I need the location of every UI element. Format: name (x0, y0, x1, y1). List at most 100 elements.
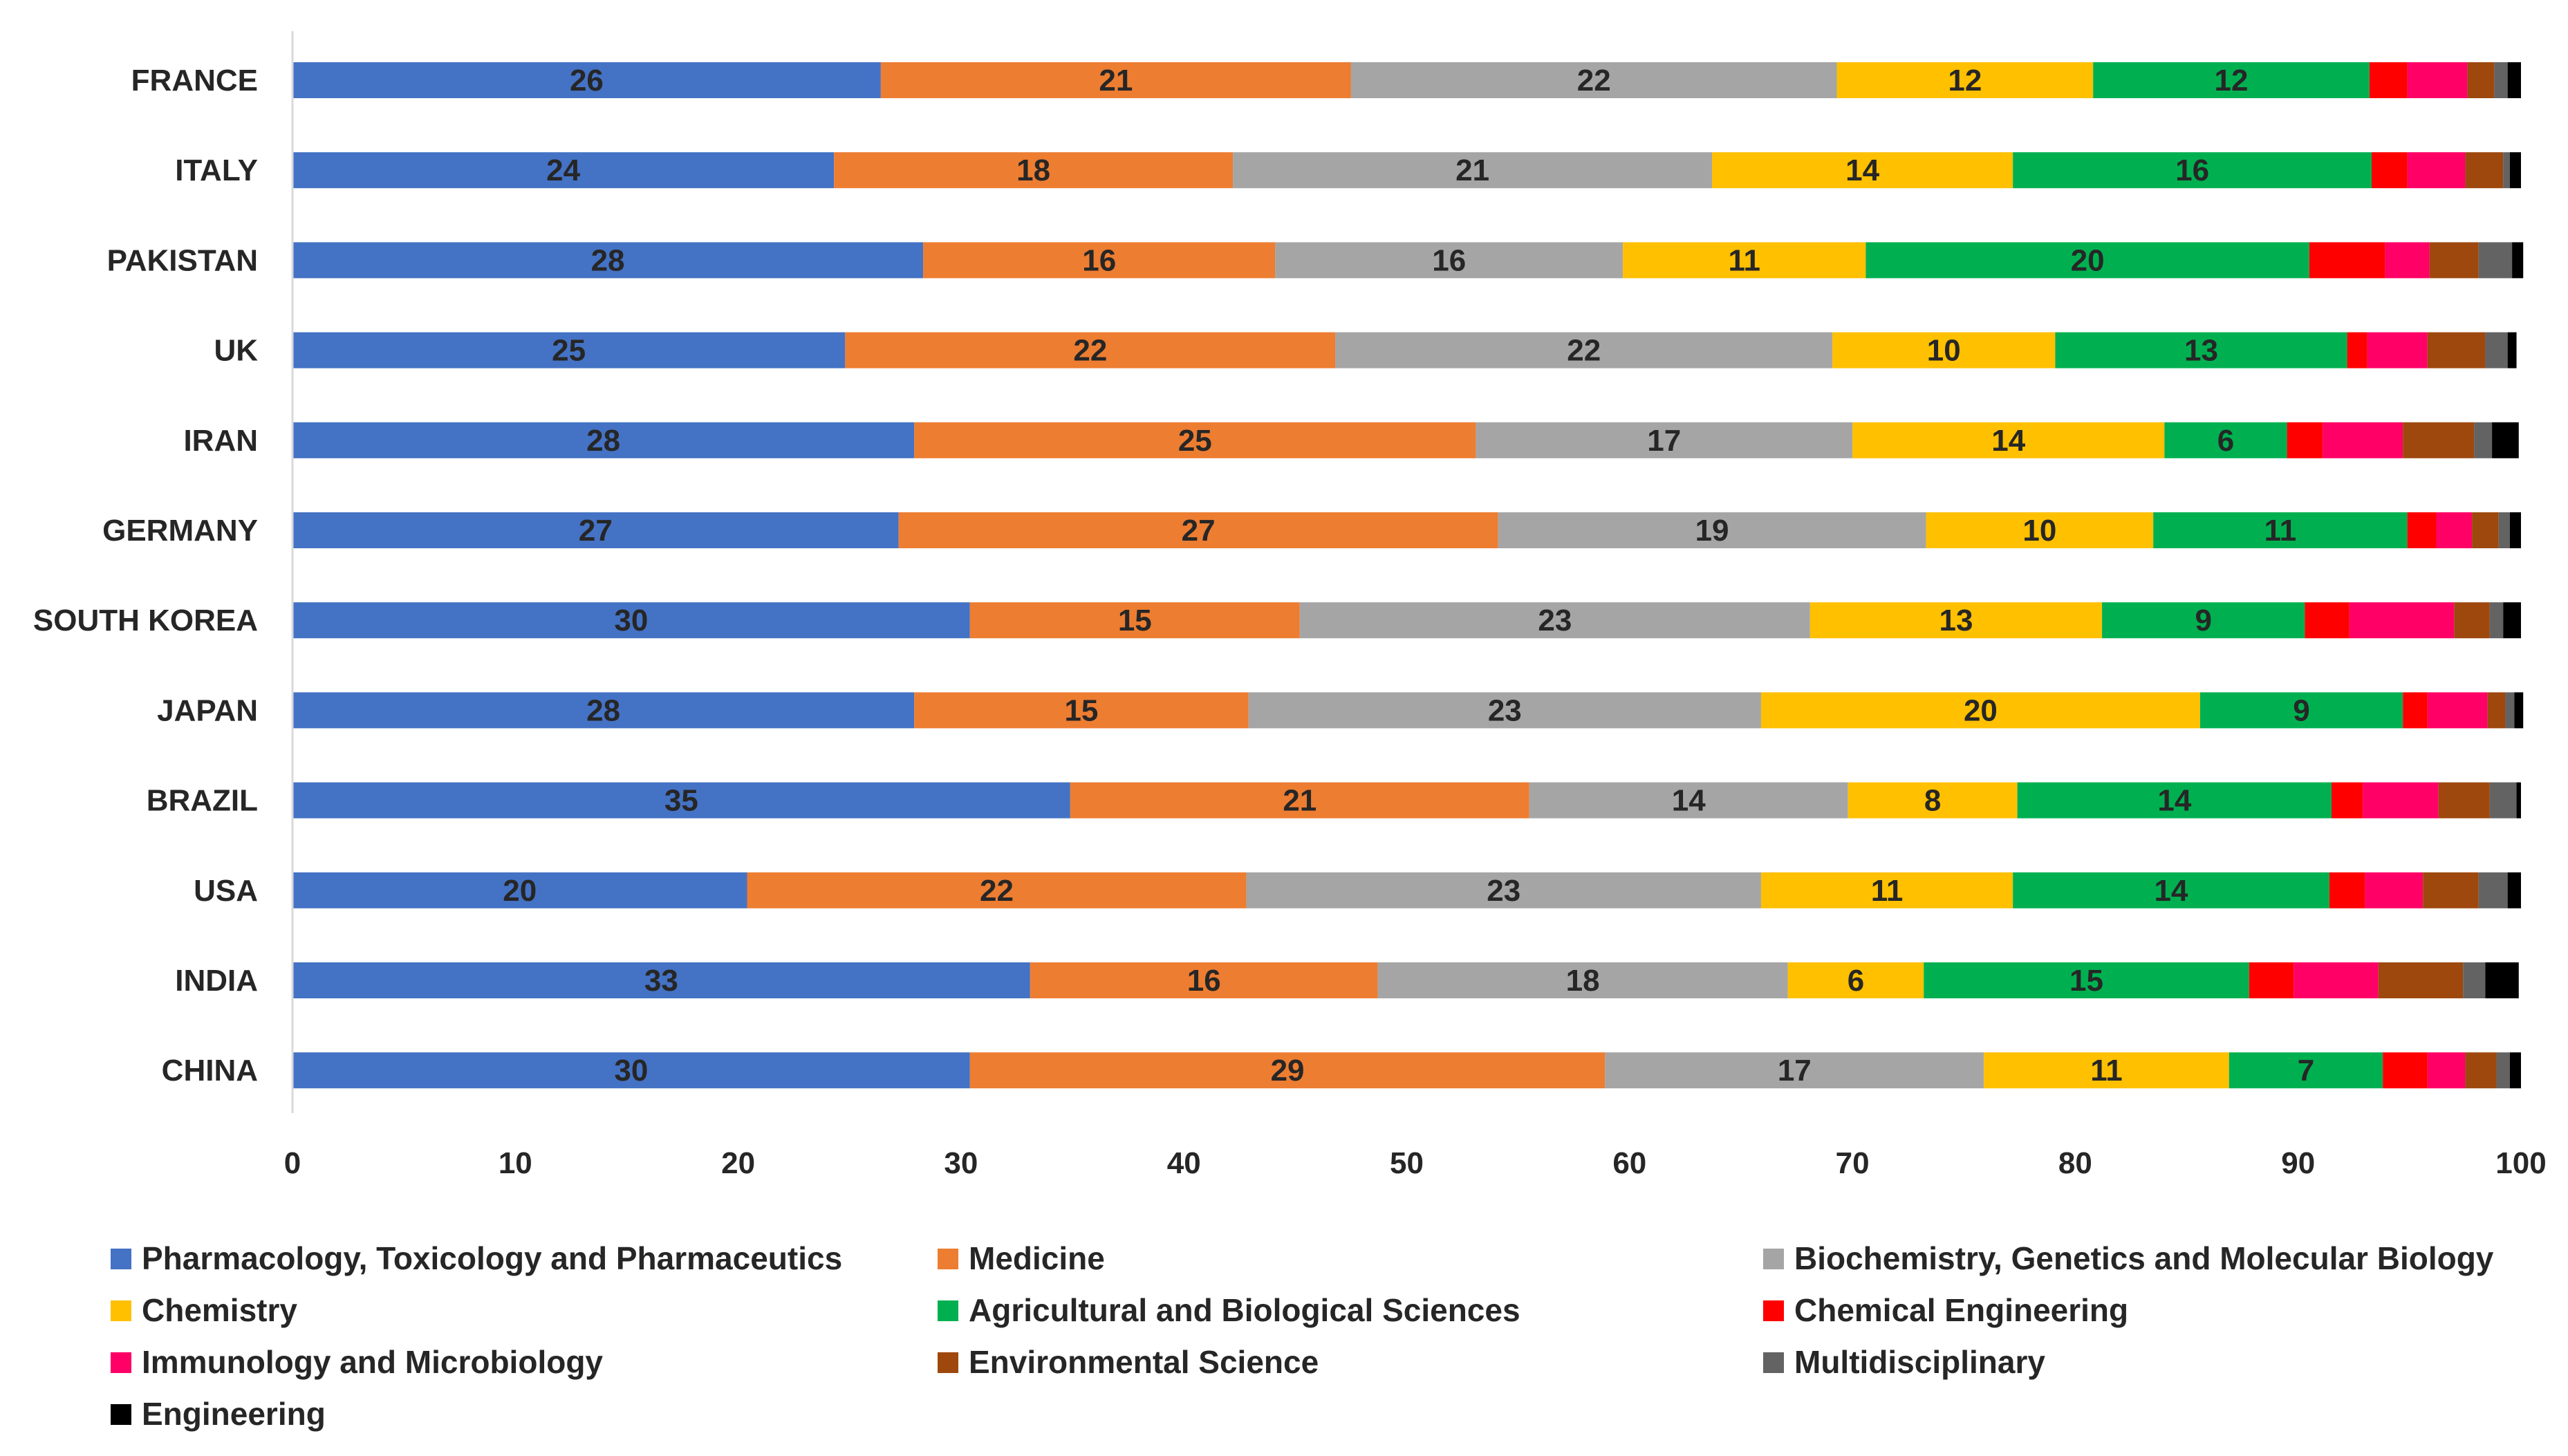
bar-segment-agricultural-and-biological-sciences (2013, 152, 2372, 189)
bar-segment-pharmacology-toxicology-and-pharmaceutics (292, 962, 1030, 998)
legend-item-engineering: Engineering (111, 1396, 326, 1432)
bar-segment-medicine (923, 242, 1276, 279)
x-tick-label: 100 (2495, 1146, 2546, 1180)
bar-segment-biochemistry-genetics-and-molecular-biology (1246, 872, 1761, 908)
bar-segment-environmental-science (2378, 962, 2464, 998)
x-tick-label: 80 (2058, 1146, 2092, 1180)
data-label: 16 (2175, 153, 2209, 187)
data-label: 9 (2293, 693, 2309, 727)
x-tick-label: 30 (944, 1146, 978, 1180)
data-label: 20 (2071, 243, 2105, 277)
bar-segment-chemical-engineering (2369, 62, 2408, 98)
bar-segment-immunology-and-microbiology (2363, 782, 2439, 819)
bar-segment-medicine (845, 332, 1336, 368)
bar-segment-agricultural-and-biological-sciences (1865, 242, 2309, 279)
bar-segment-immunology-and-microbiology (2407, 62, 2468, 98)
data-label: 23 (1488, 693, 1522, 727)
bar-segment-biochemistry-genetics-and-molecular-biology (1476, 422, 1853, 458)
bar-segment-medicine (969, 1052, 1606, 1089)
bar-segment-multidisciplinary (2494, 62, 2508, 98)
bar-segment-multidisciplinary (2489, 782, 2517, 819)
bar-segment-multidisciplinary (2463, 962, 2486, 998)
bar-segment-chemistry (1623, 242, 1866, 279)
data-label: 25 (552, 334, 586, 368)
data-label: 22 (980, 874, 1014, 908)
bar-segment-environmental-science (2465, 1052, 2497, 1089)
bar-segment-chemistry (1760, 872, 2013, 908)
bar-segment-immunology-and-microbiology (2349, 602, 2455, 639)
bar-row-india: INDIA 33 16 18 6 15 (175, 962, 2519, 998)
legend-item-chemistry: Chemistry (111, 1292, 297, 1328)
bar-row-pakistan: PAKISTAN 28 16 16 11 20 (107, 242, 2524, 279)
bar-segment-chemical-engineering (2332, 782, 2363, 819)
data-label: 14 (1672, 784, 1706, 818)
data-label: 15 (1118, 604, 1152, 637)
legend-swatch (938, 1300, 958, 1321)
bar-row-japan: JAPAN 28 15 23 20 9 (157, 692, 2524, 729)
bar-segment-immunology-and-microbiology (2385, 242, 2430, 279)
bar-segment-pharmacology-toxicology-and-pharmaceutics (292, 332, 846, 368)
bar-segment-chemistry (1787, 962, 1924, 998)
bar-row-usa: USA 20 22 23 11 14 (194, 872, 2521, 908)
bar-segment-immunology-and-microbiology (2407, 152, 2466, 189)
bar-segment-multidisciplinary (2496, 1052, 2510, 1089)
legend-item-biochemistry-genetics-and-molecular-biology: Biochemistry, Genetics and Molecular Bio… (1763, 1240, 2494, 1276)
bar-segment-engineering (2509, 152, 2521, 189)
x-tick-label: 20 (721, 1146, 755, 1180)
data-label: 14 (2157, 784, 2191, 818)
legend-item-agricultural-and-biological-sciences: Agricultural and Biological Sciences (938, 1292, 1520, 1328)
category-label: FRANCE (131, 64, 258, 97)
data-label: 8 (1924, 784, 1941, 818)
bar-segment-medicine (1070, 782, 1529, 819)
legend-item-immunology-and-microbiology: Immunology and Microbiology (111, 1344, 603, 1380)
bar-segment-pharmacology-toxicology-and-pharmaceutics (292, 782, 1070, 819)
bar-segment-engineering (2516, 782, 2521, 819)
bar-segment-immunology-and-microbiology (2367, 332, 2428, 368)
bar-segment-environmental-science (2427, 332, 2486, 368)
bar-segment-chemical-engineering (2347, 332, 2367, 368)
data-label: 28 (586, 424, 620, 458)
bar-segment-chemical-engineering (2407, 512, 2437, 548)
legend-swatch (111, 1300, 131, 1321)
data-label: 10 (2022, 514, 2056, 548)
bar-segment-chemistry (1832, 332, 2056, 368)
legend-swatch (1763, 1300, 1784, 1321)
data-label: 15 (1064, 693, 1098, 727)
bar-segment-pharmacology-toxicology-and-pharmaceutics (292, 62, 881, 98)
bar-segment-agricultural-and-biological-sciences (1924, 962, 2249, 998)
bar-segment-chemistry (1984, 1052, 2229, 1089)
x-tick-label: 50 (1390, 1146, 1424, 1180)
bar-segment-agricultural-and-biological-sciences (2199, 692, 2403, 729)
bar-segment-chemical-engineering (2372, 152, 2408, 189)
category-label: BRAZIL (147, 784, 258, 818)
bar-row-china: CHINA 30 29 17 11 7 (162, 1052, 2521, 1089)
data-label: 13 (2184, 334, 2218, 368)
category-label: JAPAN (157, 693, 258, 727)
bar-segment-biochemistry-genetics-and-molecular-biology (1605, 1052, 1984, 1089)
legend-label: Environmental Science (969, 1344, 1319, 1380)
bar-segment-engineering (2509, 512, 2521, 548)
data-label: 20 (503, 874, 537, 908)
legend-label: Medicine (969, 1240, 1105, 1276)
data-label: 30 (614, 604, 648, 637)
bar-segment-multidisciplinary (2489, 602, 2504, 639)
bar-row-south-korea: SOUTH KOREA 30 15 23 13 9 (33, 602, 2521, 639)
data-label: 15 (2069, 964, 2103, 998)
bar-segment-engineering (2485, 962, 2519, 998)
x-tick-label: 0 (284, 1146, 301, 1180)
data-label: 20 (1964, 693, 1998, 727)
data-label: 28 (591, 243, 625, 277)
data-label: 18 (1566, 964, 1600, 998)
legend-label: Multidisciplinary (1794, 1344, 2045, 1380)
bar-segment-pharmacology-toxicology-and-pharmaceutics (292, 152, 835, 189)
legend-swatch (938, 1352, 958, 1373)
bar-segment-engineering (2503, 602, 2521, 639)
data-label: 22 (1567, 334, 1601, 368)
bar-row-uk: UK 25 22 22 10 13 (214, 332, 2517, 368)
data-label: 35 (664, 784, 698, 818)
bar-segment-environmental-science (2487, 692, 2506, 729)
data-label: 16 (1432, 243, 1466, 277)
data-label: 12 (2215, 64, 2249, 97)
x-tick-label: 40 (1167, 1146, 1201, 1180)
